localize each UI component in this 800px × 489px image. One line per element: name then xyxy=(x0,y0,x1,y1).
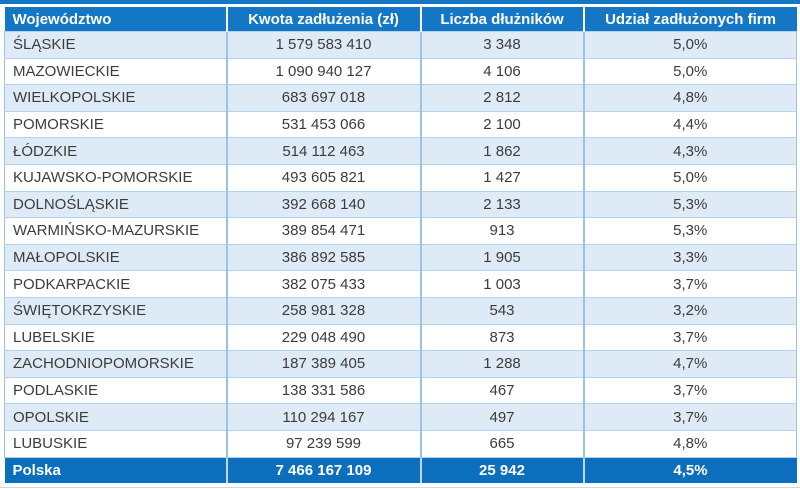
column-header: Kwota zadłużenia (zł) xyxy=(226,7,422,32)
table-cell: ŁÓDZKIE xyxy=(4,137,228,165)
top-accent-bar xyxy=(0,0,800,4)
table-cell: ŚLĄSKIE xyxy=(4,31,228,59)
table-cell: MAŁOPOLSKIE xyxy=(4,244,228,272)
table-cell: OPOLSKIE xyxy=(4,403,228,431)
spacer xyxy=(0,4,800,7)
table-cell: 665 xyxy=(420,430,585,458)
table-row: MAZOWIECKIE 1 090 940 127 4 106 5,0% xyxy=(4,58,797,86)
table-cell: 3,7% xyxy=(583,270,797,298)
table-cell: 1 579 583 410 xyxy=(226,31,422,59)
table-cell: 4 106 xyxy=(420,58,585,86)
table-cell: 3,7% xyxy=(583,377,797,405)
table-cell: POMORSKIE xyxy=(4,111,228,139)
table-row: POMORSKIE 531 453 066 2 100 4,4% xyxy=(4,111,797,139)
table-cell: PODLASKIE xyxy=(4,377,228,405)
table-cell: 873 xyxy=(420,324,585,352)
table-cell: 543 xyxy=(420,297,585,325)
total-cell: Polska xyxy=(4,457,228,483)
table-cell: 4,7% xyxy=(583,350,797,378)
table-cell: 493 605 821 xyxy=(226,164,422,192)
column-header: Liczba dłużników xyxy=(420,7,585,32)
table-cell: PODKARPACKIE xyxy=(4,270,228,298)
total-cell: 4,5% xyxy=(583,457,797,483)
table-cell: KUJAWSKO-POMORSKIE xyxy=(4,164,228,192)
table-cell: 2 100 xyxy=(420,111,585,139)
total-cell: 7 466 167 109 xyxy=(226,457,422,483)
table-cell: 5,0% xyxy=(583,58,797,86)
table-cell: 138 331 586 xyxy=(226,377,422,405)
table-cell: 3 348 xyxy=(420,31,585,59)
table-cell: 4,8% xyxy=(583,84,797,112)
table-cell: 3,2% xyxy=(583,297,797,325)
table-row: KUJAWSKO-POMORSKIE 493 605 821 1 427 5,0% xyxy=(4,164,797,192)
table-cell: 229 048 490 xyxy=(226,324,422,352)
table-cell: ŚWIĘTOKRZYSKIE xyxy=(4,297,228,325)
table-cell: 497 xyxy=(420,403,585,431)
table-cell: 514 112 463 xyxy=(226,137,422,165)
table-cell: 1 288 xyxy=(420,350,585,378)
table-cell: 1 427 xyxy=(420,164,585,192)
table-cell: 531 453 066 xyxy=(226,111,422,139)
table-row: PODLASKIE 138 331 586 467 3,7% xyxy=(4,377,797,405)
table-footer: Polska 7 466 167 109 25 942 4,5% xyxy=(4,457,797,483)
table-cell: 3,3% xyxy=(583,244,797,272)
table-cell: 913 xyxy=(420,217,585,245)
table-cell: 5,3% xyxy=(583,217,797,245)
table-cell: 97 239 599 xyxy=(226,430,422,458)
table-cell: 1 003 xyxy=(420,270,585,298)
table-cell: 1 862 xyxy=(420,137,585,165)
table-cell: 386 892 585 xyxy=(226,244,422,272)
table-cell: 4,3% xyxy=(583,137,797,165)
table-cell: 2 812 xyxy=(420,84,585,112)
table-cell: LUBUSKIE xyxy=(4,430,228,458)
table-cell: 4,4% xyxy=(583,111,797,139)
table-cell: 1 905 xyxy=(420,244,585,272)
table-cell: ZACHODNIOPOMORSKIE xyxy=(4,350,228,378)
table-cell: 3,7% xyxy=(583,324,797,352)
table-row: ZACHODNIOPOMORSKIE 187 389 405 1 288 4,7% xyxy=(4,350,797,378)
table-cell: WARMIŃSKO-MAZURSKIE xyxy=(4,217,228,245)
table-row: WARMIŃSKO-MAZURSKIE 389 854 471 913 5,3% xyxy=(4,217,797,245)
bottom-hairline xyxy=(0,486,800,488)
table-cell: 187 389 405 xyxy=(226,350,422,378)
table-cell: 1 090 940 127 xyxy=(226,58,422,86)
table-row: LUBELSKIE 229 048 490 873 3,7% xyxy=(4,324,797,352)
table-cell: 5,0% xyxy=(583,164,797,192)
table-cell: MAZOWIECKIE xyxy=(4,58,228,86)
column-header: Województwo xyxy=(4,7,228,32)
table-cell: 382 075 433 xyxy=(226,270,422,298)
table-cell: 389 854 471 xyxy=(226,217,422,245)
table-cell: 258 981 328 xyxy=(226,297,422,325)
table-cell: 5,0% xyxy=(583,31,797,59)
table-body: ŚLĄSKIE 1 579 583 410 3 348 5,0% MAZOWIECKIE… xyxy=(4,31,797,458)
table-row: ŚLĄSKIE 1 579 583 410 3 348 5,0% xyxy=(4,31,797,59)
table-row: ŁÓDZKIE 514 112 463 1 862 4,3% xyxy=(4,137,797,165)
table-row: DOLNOŚLĄSKIE 392 668 140 2 133 5,3% xyxy=(4,191,797,219)
column-header: Udział zadłużonych firm xyxy=(583,7,797,32)
voivodeship-debt-table: Województwo Kwota zadłużenia (zł) Liczba d… xyxy=(4,7,797,483)
table-row: MAŁOPOLSKIE 386 892 585 1 905 3,3% xyxy=(4,244,797,272)
table-cell: LUBELSKIE xyxy=(4,324,228,352)
table-cell: 3,7% xyxy=(583,403,797,431)
table-row: PODKARPACKIE 382 075 433 1 003 3,7% xyxy=(4,270,797,298)
table-cell: 2 133 xyxy=(420,191,585,219)
table-row: ŚWIĘTOKRZYSKIE 258 981 328 543 3,2% xyxy=(4,297,797,325)
table-header: Województwo Kwota zadłużenia (zł) Liczba d… xyxy=(4,7,797,32)
table-cell: 683 697 018 xyxy=(226,84,422,112)
total-row: Polska 7 466 167 109 25 942 4,5% xyxy=(4,457,797,483)
table-cell: 392 668 140 xyxy=(226,191,422,219)
header-row: Województwo Kwota zadłużenia (zł) Liczba d… xyxy=(4,7,797,32)
table-cell: DOLNOŚLĄSKIE xyxy=(4,191,228,219)
table-row: OPOLSKIE 110 294 167 497 3,7% xyxy=(4,403,797,431)
table-cell: 467 xyxy=(420,377,585,405)
table-cell: 110 294 167 xyxy=(226,403,422,431)
table-cell: 4,8% xyxy=(583,430,797,458)
table-cell: 5,3% xyxy=(583,191,797,219)
table-cell: WIELKOPOLSKIE xyxy=(4,84,228,112)
table-row: LUBUSKIE 97 239 599 665 4,8% xyxy=(4,430,797,458)
table-row: WIELKOPOLSKIE 683 697 018 2 812 4,8% xyxy=(4,84,797,112)
total-cell: 25 942 xyxy=(420,457,585,483)
